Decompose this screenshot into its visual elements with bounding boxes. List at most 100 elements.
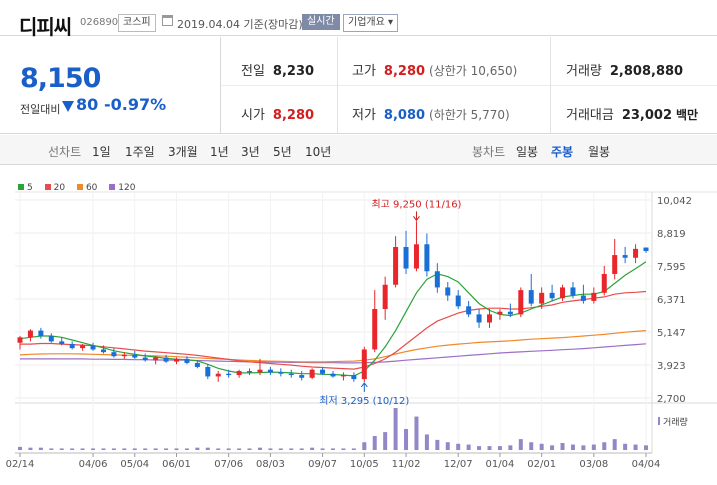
column-divider (337, 37, 338, 133)
down-arrow-icon (62, 101, 74, 112)
open-value: 8,280 (272, 108, 315, 123)
x-tick-label: 06/01 (162, 459, 191, 470)
volume-bar (341, 448, 346, 450)
candle-body (393, 246, 399, 285)
candle-body (361, 349, 367, 380)
candle-monthly[interactable]: 월봉 (588, 145, 611, 159)
candle-body (601, 273, 607, 293)
candle-body (111, 352, 117, 357)
summary-divider (221, 85, 717, 86)
price-summary: 8,150 전일대비 80 -0.97% 전일 8,230 고가 8,280 (상한가… (0, 37, 717, 134)
volume-bar (174, 448, 179, 450)
volume-bar (59, 448, 64, 450)
period-10y[interactable]: 10년 (305, 145, 332, 159)
change-percent: -0.97% (104, 95, 167, 114)
period-1y[interactable]: 1년 (210, 145, 229, 159)
volume-bar (466, 444, 471, 450)
candle-body (612, 255, 618, 274)
volume-bar (132, 448, 137, 450)
volume-legend-swatch (658, 417, 660, 425)
stock-chart[interactable]: 5 20 60 120 10,042 8,819 7,595 6,371 5,147 3,… (0, 166, 717, 485)
period-3m[interactable]: 3개월 (168, 145, 198, 159)
candle-body (48, 335, 54, 342)
volume-bar (299, 448, 304, 450)
company-info-dropdown[interactable]: 기업개요 ▾ (343, 14, 398, 32)
candle-weekly[interactable]: 주봉 (551, 145, 574, 159)
candle-body (580, 295, 586, 301)
volume: 거래량 2,808,880 (566, 60, 683, 79)
line-chart-label: 선차트 (48, 145, 82, 159)
amount-value: 23,002 (621, 108, 673, 123)
candle-body (309, 369, 315, 378)
candle-body (17, 337, 23, 343)
volume-bar (445, 442, 450, 450)
volume-bar (351, 448, 356, 450)
volume-bar (164, 448, 169, 450)
period-bar: 선차트 1일 1주일 3개월 1년 3년 5년 10년 봉차트 일봉 주봉 월봉 (0, 135, 717, 165)
candle-body (38, 330, 44, 336)
volume-bar (237, 448, 242, 450)
volume-bar (122, 448, 127, 450)
volume-bar (226, 448, 231, 450)
column-divider (550, 37, 551, 133)
y-tick-label: 5,147 (657, 328, 686, 339)
candle-body (236, 371, 242, 376)
low-label: 저가 (352, 108, 376, 123)
lower-limit: (하한가 5,770) (429, 108, 510, 122)
x-tick-label: 12/07 (444, 459, 473, 470)
volume-bar (331, 448, 335, 450)
period-1w[interactable]: 1주일 (125, 145, 155, 159)
volume-bar (487, 446, 492, 450)
candle-body (194, 362, 200, 367)
volume-bar (372, 436, 377, 450)
candle-body (340, 375, 346, 377)
candle-body (528, 290, 534, 304)
candlestick-chart: 10,042 8,819 7,595 6,371 5,147 3,923 2,700 02/1… (6, 191, 717, 470)
volume-bar (383, 432, 388, 450)
candle-body (403, 246, 409, 269)
x-tick-label: 02/14 (6, 459, 35, 470)
volume-bar (644, 445, 648, 450)
candle-body (69, 344, 75, 349)
period-5y[interactable]: 5년 (273, 145, 292, 159)
realtime-button[interactable]: 실시간 (302, 14, 340, 30)
trade-amount: 거래대금 23,002 백만 (566, 104, 698, 123)
change-label: 전일대비 (20, 103, 61, 116)
volume-bar (80, 448, 85, 450)
volume-label: 거래량 (663, 416, 688, 428)
volume-bar (570, 444, 575, 450)
candle-body (267, 369, 273, 373)
ma120-line (20, 343, 647, 364)
candle-body (226, 373, 232, 376)
x-tick-label: 05/04 (120, 459, 149, 470)
candle-body (184, 358, 190, 363)
volume-bar (216, 448, 221, 450)
candle-body (413, 244, 419, 269)
candle-body (80, 345, 86, 349)
high-annotation: 최고 9,250 (11/16) (371, 198, 461, 210)
candle-body (330, 373, 336, 377)
legend-ma120: 120 (109, 183, 135, 193)
period-1d[interactable]: 1일 (92, 145, 111, 159)
volume-bar (257, 447, 262, 450)
high-label: 고가 (352, 64, 376, 79)
candle-body (100, 349, 106, 353)
y-tick-label: 7,595 (657, 262, 686, 273)
volume-bar (101, 448, 106, 450)
candle-body (59, 341, 65, 345)
low-value: 8,080 (383, 108, 426, 123)
candle-daily[interactable]: 일봉 (516, 145, 539, 159)
volume-label: 거래량 (566, 64, 602, 79)
period-3y[interactable]: 3년 (241, 145, 260, 159)
volume-value: 2,808,880 (609, 64, 684, 79)
candle-body (497, 311, 503, 315)
volume-bar (49, 448, 54, 450)
x-tick-label: 03/08 (579, 459, 608, 470)
x-tick-label: 11/02 (392, 459, 421, 470)
stock-header: 디피씨 026890 코스피 2019.04.04 기준(장마감) 실시간 기업… (0, 0, 717, 39)
volume-bar (633, 444, 638, 450)
volume-bar (310, 447, 315, 450)
y-tick-label: 10,042 (657, 196, 692, 207)
volume-bar (153, 448, 158, 450)
current-price-box: 8,150 전일대비 80 -0.97% (0, 37, 221, 133)
